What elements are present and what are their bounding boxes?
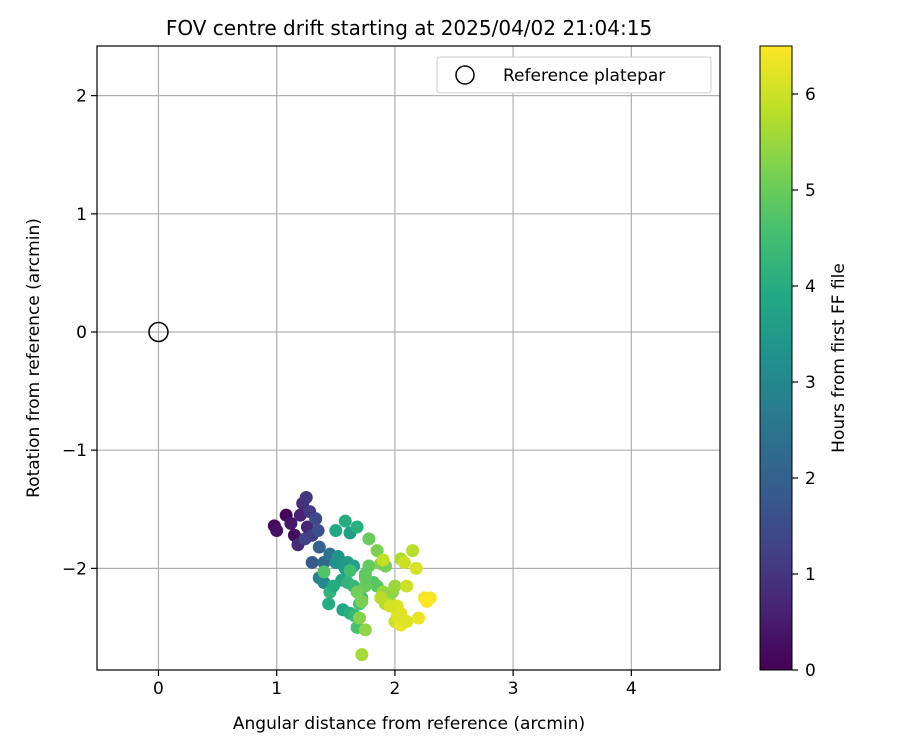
x-axis-label: Angular distance from reference (arcmin) <box>233 714 585 734</box>
scatter-point <box>362 532 376 546</box>
scatter-point <box>358 623 372 637</box>
colorbar: 0 1 2 3 4 5 6 Hours from first FF file <box>759 45 849 681</box>
scatter-points <box>267 490 437 662</box>
reference-marker <box>148 321 169 343</box>
y-axis-ticks: −2 −1 0 1 2 <box>62 87 97 579</box>
y-tick-label: −1 <box>62 441 87 461</box>
scatter-point <box>270 524 284 538</box>
reference-point <box>148 321 169 343</box>
legend-marker-icon <box>455 65 475 85</box>
x-tick-label: 4 <box>626 679 637 699</box>
scatter-point <box>355 648 369 662</box>
scatter-point <box>397 555 411 569</box>
x-tick-label: 1 <box>271 679 282 699</box>
scatter-point <box>309 512 323 526</box>
legend-entry: Reference platepar <box>503 66 665 86</box>
x-axis-ticks: 0 1 2 3 4 <box>153 670 637 699</box>
colorbar-ticks: 0 1 2 3 4 5 6 <box>792 85 816 681</box>
scatter-point <box>352 611 366 625</box>
colorbar-gradient <box>759 45 793 671</box>
y-tick-label: −2 <box>62 559 87 579</box>
scatter-point <box>406 544 420 558</box>
scatter-point <box>362 559 376 573</box>
scatter-point <box>412 611 426 625</box>
scatter-point <box>299 490 313 504</box>
scatter-point <box>420 594 434 608</box>
scatter-point <box>388 579 402 593</box>
x-tick-label: 2 <box>389 679 400 699</box>
scatter-point <box>312 540 326 554</box>
colorbar-tick-label: 0 <box>805 661 816 681</box>
x-tick-label: 0 <box>153 679 164 699</box>
colorbar-tick-label: 1 <box>805 565 816 585</box>
scatter-point <box>383 599 397 613</box>
scatter-point <box>400 615 414 629</box>
y-tick-label: 0 <box>76 323 87 343</box>
scatter-point <box>326 579 340 593</box>
scatter-point <box>338 514 352 528</box>
scatter-point <box>376 553 390 567</box>
scatter-point <box>409 561 423 575</box>
grid-lines <box>97 46 720 670</box>
plot-frame <box>96 45 721 671</box>
colorbar-tick-label: 4 <box>805 277 816 297</box>
scatter-point <box>374 591 388 605</box>
scatter-point <box>390 609 404 623</box>
legend-box <box>436 56 712 94</box>
x-tick-label: 3 <box>508 679 519 699</box>
colorbar-label: Hours from first FF file <box>829 263 849 453</box>
scatter-point <box>322 597 336 611</box>
legend: Reference platepar <box>436 56 712 94</box>
y-tick-label: 2 <box>76 87 87 107</box>
scatter-point <box>355 594 369 608</box>
scatter-point <box>317 565 331 579</box>
scatter-point <box>370 544 384 558</box>
scatter-point <box>329 524 343 538</box>
chart-title: FOV centre drift starting at 2025/04/02 … <box>166 16 652 40</box>
scatter-point <box>305 555 319 569</box>
scatter-point <box>284 516 298 530</box>
colorbar-tick-label: 5 <box>805 181 816 201</box>
y-tick-label: 1 <box>76 205 87 225</box>
colorbar-tick-label: 2 <box>805 469 816 489</box>
scatter-point <box>311 524 325 538</box>
scatter-point <box>358 571 372 585</box>
colorbar-tick-label: 6 <box>805 85 816 105</box>
scatter-point <box>343 564 357 578</box>
y-axis-label: Rotation from reference (arcmin) <box>24 218 44 498</box>
scatter-point <box>400 579 414 593</box>
scatter-point <box>350 520 364 534</box>
colorbar-tick-label: 3 <box>805 373 816 393</box>
